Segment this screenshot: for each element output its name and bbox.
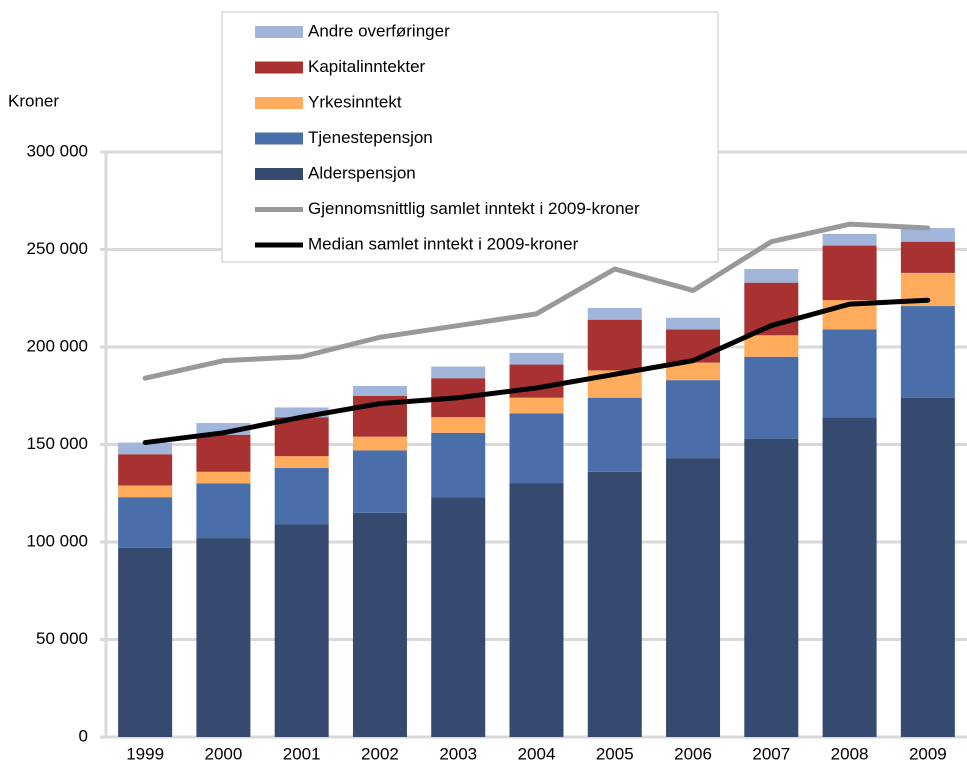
legend-swatch [255, 26, 303, 38]
line [142, 297, 931, 446]
bar-segment [196, 538, 251, 737]
bar-segment [274, 524, 329, 737]
bar-segment [666, 362, 721, 381]
y-tick-label: 200 000 [27, 336, 88, 355]
bar-segment [431, 497, 486, 737]
x-tick-label: 2009 [909, 744, 947, 762]
bar-segment [744, 335, 799, 357]
bar-segment [196, 434, 251, 472]
bar-segment [666, 458, 721, 737]
y-axis-label: Kroner [8, 91, 59, 110]
x-tick-label: 2001 [283, 744, 321, 762]
bar-segment [587, 308, 642, 320]
legend-swatch [255, 168, 303, 180]
x-tick-label: 2008 [831, 744, 869, 762]
bar-segment [196, 483, 251, 539]
bar-segment [666, 329, 721, 363]
bar-segment [900, 397, 955, 737]
bar-segment [352, 436, 407, 451]
legend-label: Yrkesinntekt [308, 92, 402, 111]
x-tick-label: 2000 [204, 744, 242, 762]
bar-segment [352, 450, 407, 513]
bar-segment [822, 417, 877, 737]
bar-segment [744, 438, 799, 737]
bar-segment [196, 471, 251, 484]
bar-segment [587, 397, 642, 472]
legend-swatch [255, 97, 303, 109]
y-tick-label: 50 000 [36, 629, 88, 648]
bar-segment [509, 397, 564, 414]
bar-segment [509, 413, 564, 484]
legend-label: Kapitalinntekter [308, 57, 426, 76]
bar-segment [900, 228, 955, 242]
line [142, 221, 931, 381]
bar-segment [822, 329, 877, 418]
bar-segment [118, 442, 173, 455]
x-tick-label: 2004 [518, 744, 556, 762]
bar-segment [352, 512, 407, 737]
bar-segment [900, 241, 955, 273]
legend-swatch [255, 132, 303, 145]
bar-segment [666, 317, 721, 330]
x-tick-label: 2006 [674, 744, 712, 762]
bar-segment [352, 386, 407, 396]
bar-segment [118, 454, 173, 486]
bar-segment [118, 547, 173, 737]
bar-segment [666, 380, 721, 459]
bar-segment [509, 483, 564, 737]
y-tick-label: 150 000 [27, 434, 88, 453]
y-tick-label: 0 [79, 726, 88, 745]
bar-segment [822, 233, 877, 246]
legend-swatch [255, 61, 303, 74]
bar-segment [274, 407, 329, 418]
legend-label: Tjenestepensjon [308, 128, 433, 147]
y-tick-label: 300 000 [27, 141, 88, 160]
bar-segment [900, 306, 955, 398]
bar-segment [587, 319, 642, 371]
legend-label: Median samlet inntekt i 2009-kroner [308, 234, 579, 253]
bar-segment [196, 423, 251, 435]
bar-segment [118, 485, 173, 498]
bar-segment [431, 417, 486, 433]
bar-segment [587, 471, 642, 737]
bar-segment [822, 245, 877, 301]
legend-label: Alderspensjon [308, 163, 416, 182]
y-tick-label: 250 000 [27, 239, 88, 258]
y-tick-label: 100 000 [27, 531, 88, 550]
bar-segment [274, 456, 329, 468]
bar-segment [118, 497, 173, 548]
x-tick-label: 2007 [752, 744, 790, 762]
legend-label: Gjennomsnittlig samlet inntekt i 2009-kr… [308, 199, 640, 218]
bar-segment [274, 467, 329, 525]
bar-segment [744, 269, 799, 283]
bar-segment [509, 352, 564, 365]
x-tick-label: 1999 [126, 744, 164, 762]
legend-box [221, 11, 719, 263]
bar-segment [431, 366, 486, 379]
bar-segment [431, 432, 486, 498]
bar-segment [744, 356, 799, 439]
bar-segment [274, 417, 329, 457]
x-tick-label: 2003 [439, 744, 477, 762]
legend-label: Andre overføringer [308, 21, 450, 40]
x-tick-label: 2002 [361, 744, 399, 762]
x-tick-label: 2005 [596, 744, 634, 762]
